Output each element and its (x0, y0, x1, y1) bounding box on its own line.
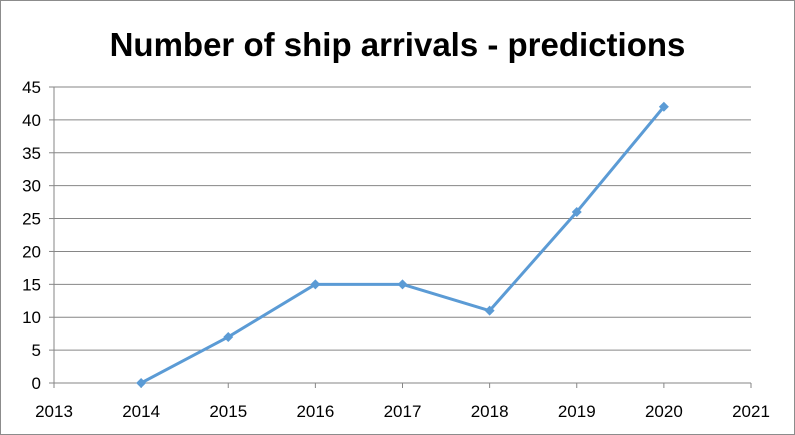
data-point-2017 (397, 279, 408, 290)
y-tick-label: 40 (22, 111, 41, 130)
y-tick-label: 10 (22, 308, 41, 327)
data-point-2014 (136, 378, 147, 388)
x-tick-label: 2014 (122, 402, 160, 421)
y-tick-label: 5 (32, 341, 41, 360)
y-tick-label: 45 (22, 78, 41, 97)
y-tick-label: 35 (22, 144, 41, 163)
data-point-2016 (310, 279, 321, 290)
data-point-2018 (484, 305, 495, 316)
x-tick-labels: 2013 2014 2015 2016 2017 2018 2019 2020 2021 (35, 402, 770, 421)
x-tick-label: 2021 (732, 402, 770, 421)
y-tick-labels: 0 5 10 15 20 25 30 35 40 45 (22, 78, 41, 393)
data-point-2020 (658, 101, 669, 112)
x-tick-label: 2019 (558, 402, 596, 421)
data-point-2015 (223, 331, 234, 342)
x-tick-label: 2018 (471, 402, 509, 421)
x-tick-label: 2017 (384, 402, 422, 421)
x-tick-label: 2020 (645, 402, 683, 421)
x-tick-label: 2016 (296, 402, 334, 421)
axes (49, 86, 752, 388)
y-tick-label: 25 (22, 210, 41, 229)
y-tick-label: 0 (32, 374, 41, 393)
x-tick-label: 2013 (35, 402, 73, 421)
series-group (136, 101, 669, 388)
data-point-2019 (571, 206, 582, 217)
y-tick-label: 15 (22, 275, 41, 294)
chart-title: Number of ship arrivals - predictions (109, 26, 686, 63)
y-tick-label: 30 (22, 177, 41, 196)
x-tick-label: 2015 (209, 402, 247, 421)
series-line (139, 105, 666, 385)
y-tick-label: 20 (22, 242, 41, 261)
